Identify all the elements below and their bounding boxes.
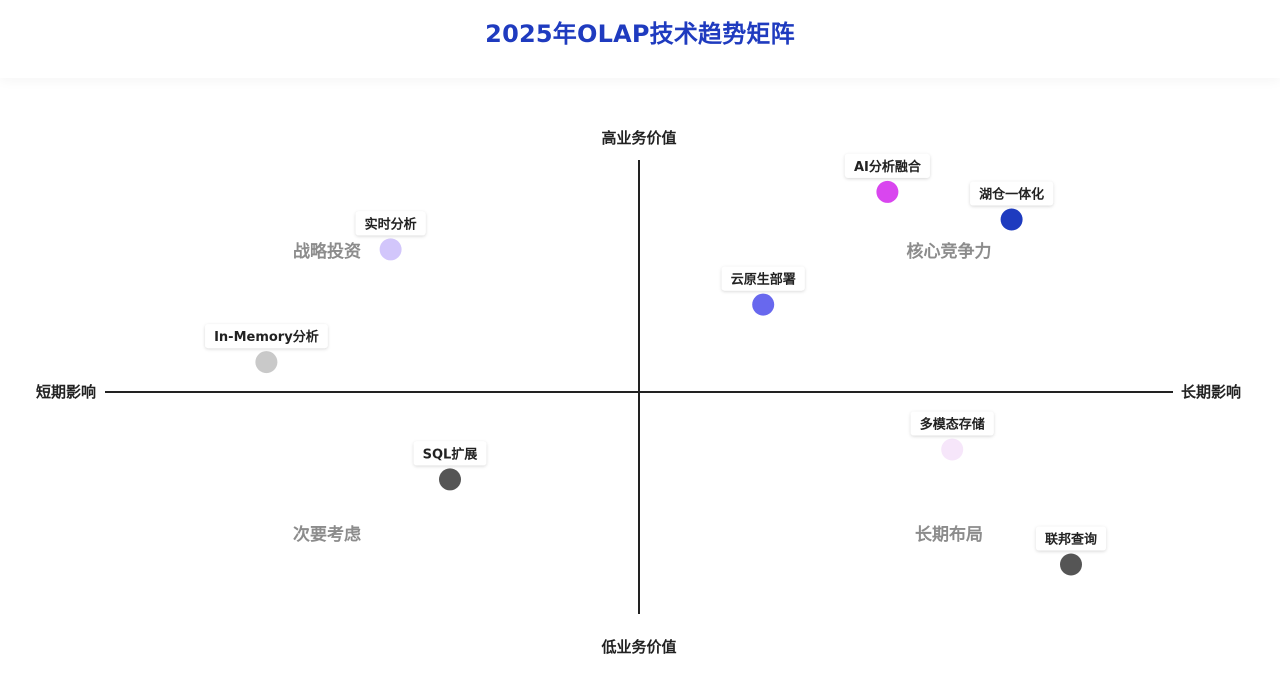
- data-point-label-box: [1035, 526, 1107, 551]
- quadrant-label-secondary: 次要考虑: [293, 524, 361, 545]
- y-axis-negative-label: 低业务价值: [600, 638, 676, 656]
- data-point[interactable]: 实时分析: [355, 211, 426, 261]
- data-point-marker[interactable]: [1000, 208, 1023, 231]
- quadrant-label-long-term: 长期布局: [915, 524, 983, 545]
- data-point-label-box: [844, 153, 930, 178]
- quadrant-labels: 战略投资 核心竞争力 次要考虑 长期布局: [293, 241, 992, 545]
- data-point-marker[interactable]: [439, 468, 461, 491]
- x-axis-positive-label: 长期影响: [1181, 383, 1241, 401]
- chart-title: 2025年OLAP技术趋势矩阵: [485, 20, 795, 48]
- data-point-label-text: SQL扩展: [423, 446, 479, 462]
- header-bar: 2025年OLAP技术趋势矩阵: [0, 0, 1280, 78]
- data-point-marker[interactable]: [941, 438, 964, 461]
- data-point-label: SQL扩展: [413, 441, 487, 466]
- data-point-label: 多模态存储: [910, 411, 994, 436]
- data-point-label: 湖仓一体化: [970, 181, 1054, 206]
- data-point[interactable]: 多模态存储: [910, 411, 994, 461]
- data-point-label-text: AI分析融合: [854, 159, 922, 175]
- data-point[interactable]: AI分析融合: [844, 153, 930, 203]
- data-point[interactable]: In-Memory分析: [205, 324, 328, 374]
- data-point[interactable]: 云原生部署: [721, 266, 805, 316]
- data-point-label-box: [970, 181, 1054, 206]
- data-point-label-text: 联邦查询: [1045, 532, 1097, 548]
- y-axis-positive-label: 高业务价值: [601, 129, 676, 147]
- data-point-label: 实时分析: [355, 211, 426, 236]
- quadrant-label-strategic: 战略投资: [293, 241, 361, 262]
- data-point[interactable]: 联邦查询: [1035, 526, 1107, 576]
- data-point-label: In-Memory分析: [205, 324, 328, 349]
- data-point-label-box: [910, 411, 994, 436]
- data-point-marker[interactable]: [752, 293, 775, 316]
- data-point-label-box: [205, 324, 328, 349]
- data-point-label-text: 多模态存储: [920, 417, 985, 433]
- data-point-label-box: [355, 211, 426, 236]
- data-point-label-box: [413, 441, 487, 466]
- data-point-label: 云原生部署: [721, 266, 805, 291]
- data-point-label-text: 湖仓一体化: [979, 187, 1044, 203]
- data-point-label: AI分析融合: [844, 153, 930, 178]
- data-point-label: 联邦查询: [1035, 526, 1107, 551]
- data-point-marker[interactable]: [379, 238, 402, 261]
- quadrant-label-core: 核心竞争力: [907, 241, 992, 262]
- data-point-marker[interactable]: [1060, 553, 1082, 576]
- data-point-label-text: 云原生部署: [731, 272, 796, 288]
- data-point-label-box: [721, 266, 805, 291]
- data-point-label-text: 实时分析: [365, 216, 417, 232]
- x-axis-negative-label: 短期影响: [36, 383, 96, 401]
- data-point-label-text: In-Memory分析: [214, 329, 319, 345]
- axes-group: 短期影响 长期影响 高业务价值 低业务价值: [36, 129, 1241, 656]
- data-point[interactable]: SQL扩展: [413, 441, 487, 491]
- data-point-marker[interactable]: [255, 351, 278, 374]
- data-point-marker[interactable]: [876, 180, 899, 203]
- data-point[interactable]: 湖仓一体化: [970, 181, 1054, 231]
